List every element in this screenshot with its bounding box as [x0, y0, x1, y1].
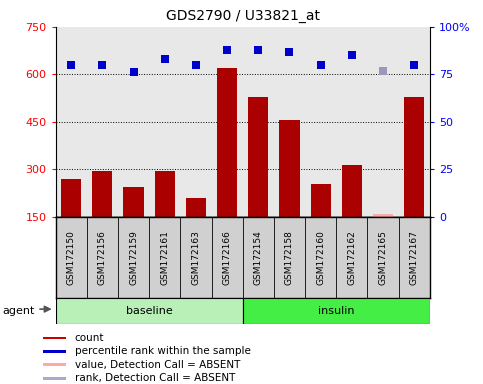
- Bar: [186, 198, 206, 217]
- Text: value, Detection Call = ABSENT: value, Detection Call = ABSENT: [75, 360, 240, 370]
- Bar: [43, 336, 66, 339]
- Point: [129, 70, 137, 76]
- Text: baseline: baseline: [126, 306, 172, 316]
- Text: GSM172166: GSM172166: [223, 230, 232, 285]
- Point: [192, 62, 200, 68]
- Bar: [155, 171, 175, 217]
- Point: [411, 62, 418, 68]
- Point: [161, 56, 169, 62]
- Text: GSM172163: GSM172163: [191, 230, 200, 285]
- Text: percentile rank within the sample: percentile rank within the sample: [75, 346, 251, 356]
- Text: GSM172165: GSM172165: [379, 230, 387, 285]
- Text: GSM172154: GSM172154: [254, 230, 263, 285]
- FancyBboxPatch shape: [56, 298, 242, 324]
- Point: [348, 52, 356, 58]
- Text: GSM172160: GSM172160: [316, 230, 325, 285]
- Text: insulin: insulin: [318, 306, 355, 316]
- Point: [285, 48, 293, 55]
- Text: GSM172162: GSM172162: [347, 230, 356, 285]
- Text: GSM172158: GSM172158: [285, 230, 294, 285]
- Bar: [404, 97, 425, 217]
- Bar: [43, 363, 66, 366]
- Text: rank, Detection Call = ABSENT: rank, Detection Call = ABSENT: [75, 373, 235, 383]
- Bar: [43, 377, 66, 380]
- Bar: [217, 68, 237, 217]
- Text: GSM172167: GSM172167: [410, 230, 419, 285]
- Bar: [61, 179, 81, 217]
- Bar: [373, 214, 393, 217]
- Text: count: count: [75, 333, 104, 343]
- Point: [223, 46, 231, 53]
- Point: [255, 46, 262, 53]
- Bar: [248, 97, 269, 217]
- Text: GSM172159: GSM172159: [129, 230, 138, 285]
- Bar: [342, 165, 362, 217]
- Bar: [43, 350, 66, 353]
- Point: [67, 62, 75, 68]
- Text: agent: agent: [2, 306, 35, 316]
- Bar: [311, 184, 331, 217]
- FancyBboxPatch shape: [242, 298, 430, 324]
- Bar: [123, 187, 143, 217]
- Point: [317, 62, 325, 68]
- Point: [379, 68, 387, 74]
- Title: GDS2790 / U33821_at: GDS2790 / U33821_at: [166, 9, 320, 23]
- Text: GSM172161: GSM172161: [160, 230, 169, 285]
- Bar: [92, 171, 113, 217]
- Text: GSM172156: GSM172156: [98, 230, 107, 285]
- Text: GSM172150: GSM172150: [67, 230, 76, 285]
- Point: [99, 62, 106, 68]
- Bar: [279, 120, 299, 217]
